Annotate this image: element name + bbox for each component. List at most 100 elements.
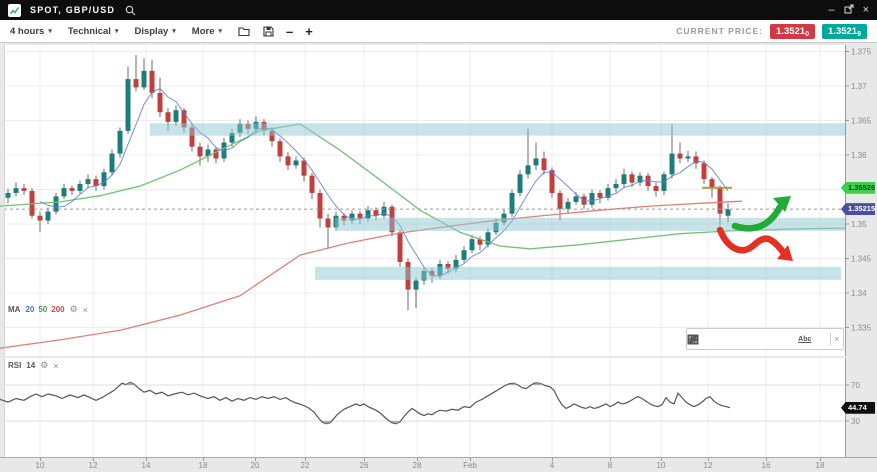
time-tick	[820, 458, 821, 461]
chevron-down-icon: ▾	[172, 28, 176, 35]
toolbar-divider	[829, 333, 831, 345]
support-resistance-zone	[315, 266, 841, 280]
rsi-level-label: 70	[851, 381, 860, 390]
price-tick-label: 1.34	[851, 289, 867, 298]
ma50-line	[0, 123, 846, 250]
minimize-icon[interactable]: –	[828, 3, 835, 16]
bearish-arrow	[716, 226, 787, 256]
technical-dropdown[interactable]: Technical ▾	[67, 25, 119, 37]
window-title: SPOT, GBP/USD	[30, 5, 116, 15]
save-icon[interactable]	[263, 25, 274, 37]
main-chart-canvas[interactable]: 1.375 1.37 1.365 1.36 1.35 1.345 1.34 1.335	[0, 45, 877, 356]
time-tick-label: 14	[141, 461, 151, 470]
time-tick	[255, 458, 256, 461]
current-price-label: CURRENT PRICE:	[676, 26, 763, 36]
rsi-remove-icon[interactable]: ×	[53, 360, 59, 371]
time-tick	[40, 458, 41, 461]
time-tick-label: 26	[359, 461, 369, 470]
time-tick	[146, 458, 147, 461]
price-tick-label: 1.37	[851, 82, 867, 91]
chart-area: 1.375 1.37 1.365 1.36 1.35 1.345 1.34 1.335 70 3…	[0, 43, 877, 472]
ma-legend: MA 20 50 200 ⚙ ×	[8, 304, 88, 315]
horizontal-line-tool-icon[interactable]	[688, 332, 764, 346]
price-tick-label: 1.35	[851, 220, 867, 229]
candles-layer	[5, 54, 731, 311]
time-tick-label: 10	[35, 461, 45, 470]
popout-icon[interactable]	[844, 4, 854, 17]
close-icon[interactable]: ×	[862, 3, 869, 16]
titlebar: SPOT, GBP/USD – ×	[0, 0, 877, 20]
rsi-legend-title: RSI	[8, 361, 22, 370]
rsi-legend-period: 14	[26, 361, 36, 370]
fibonacci-grid-tool-icon[interactable]	[687, 332, 733, 346]
timeframe-dropdown[interactable]: 4 hours ▾	[10, 25, 52, 37]
price-tick-label: 1.335	[851, 323, 872, 332]
open-folder-icon[interactable]	[238, 26, 251, 37]
price-badge-high: 1.35526	[841, 181, 875, 194]
time-tick	[766, 458, 767, 461]
rsi-value-badge: 44.74	[841, 401, 875, 414]
time-tick-label: 22	[300, 461, 310, 470]
time-tick	[470, 458, 471, 461]
drawing-toolbar: Abc ×	[686, 328, 844, 350]
app-logo-icon	[8, 3, 21, 17]
fan-lines-tool-icon[interactable]	[687, 332, 749, 346]
time-tick	[610, 458, 611, 461]
time-tick	[417, 458, 418, 461]
price-badge-last: 1.35215	[841, 203, 875, 216]
ma-settings-gear-icon[interactable]: ⚙	[69, 304, 78, 314]
price-tick-label: 1.345	[851, 254, 872, 263]
time-tick	[708, 458, 709, 461]
time-tick	[203, 458, 204, 461]
support-resistance-zone	[335, 217, 845, 231]
ma200-line	[0, 200, 743, 349]
text-tool-icon[interactable]: Abc	[798, 335, 812, 343]
ma-period-label: 20	[25, 305, 35, 314]
ask-price-badge: 1.3521 9	[822, 23, 867, 39]
chevron-down-icon: ▾	[218, 28, 222, 35]
elbow-line-tool-icon[interactable]	[688, 332, 718, 346]
zoom-in-button[interactable]: +	[305, 23, 313, 39]
ma-period-label: 200	[51, 305, 65, 314]
toolbar: 4 hours ▾ Technical ▾ Display ▾ More ▾ – + C…	[0, 20, 877, 43]
time-tick-label: 20	[250, 461, 260, 470]
time-axis[interactable]: 10 12 14 18 20 22 26 28 Feb 4 8 10 12 16 18	[0, 457, 877, 472]
time-tick	[552, 458, 553, 461]
more-dropdown[interactable]: More ▾	[191, 25, 222, 37]
ma-legend-title: MA	[8, 305, 21, 314]
time-tick-label: 4	[549, 461, 555, 470]
trendline-tool-icon[interactable]	[687, 332, 780, 346]
chevron-down-icon: ▾	[114, 28, 119, 35]
time-tick-label: 16	[761, 461, 771, 470]
rsi-chart-canvas[interactable]: 70 30	[0, 358, 877, 457]
time-tick-label: 28	[412, 461, 422, 470]
rsi-level-label: 30	[851, 417, 860, 426]
bullish-arrow	[731, 203, 784, 232]
display-dropdown[interactable]: Display ▾	[134, 25, 176, 37]
rsi-line	[0, 381, 731, 425]
search-icon[interactable]	[125, 5, 136, 16]
price-tick-label: 1.365	[851, 116, 872, 125]
time-tick-label: Feb	[463, 461, 477, 470]
zoom-out-button[interactable]: –	[286, 23, 294, 39]
support-resistance-zone	[150, 123, 845, 136]
time-tick-label: 12	[88, 461, 98, 470]
price-tick-label: 1.36	[851, 151, 867, 160]
time-tick	[661, 458, 662, 461]
time-tick-label: 18	[815, 461, 825, 470]
bid-price-badge: 1.3521 0	[770, 23, 815, 39]
ma-remove-icon[interactable]: ×	[82, 304, 88, 315]
drawing-toolbar-close-icon[interactable]: ×	[834, 334, 840, 344]
ma-periods: 20 50 200	[25, 305, 64, 314]
rsi-settings-gear-icon[interactable]: ⚙	[40, 360, 49, 370]
ma-period-label: 50	[38, 305, 48, 314]
time-tick	[305, 458, 306, 461]
rectangle-tool-icon[interactable]	[687, 332, 795, 346]
time-tick-label: 10	[656, 461, 666, 470]
price-tick-label: 1.375	[851, 47, 872, 56]
time-tick-label: 18	[198, 461, 208, 470]
chevron-down-icon: ▾	[48, 28, 52, 35]
ma20-line	[39, 87, 729, 277]
ray-tool-icon[interactable]	[688, 332, 826, 346]
